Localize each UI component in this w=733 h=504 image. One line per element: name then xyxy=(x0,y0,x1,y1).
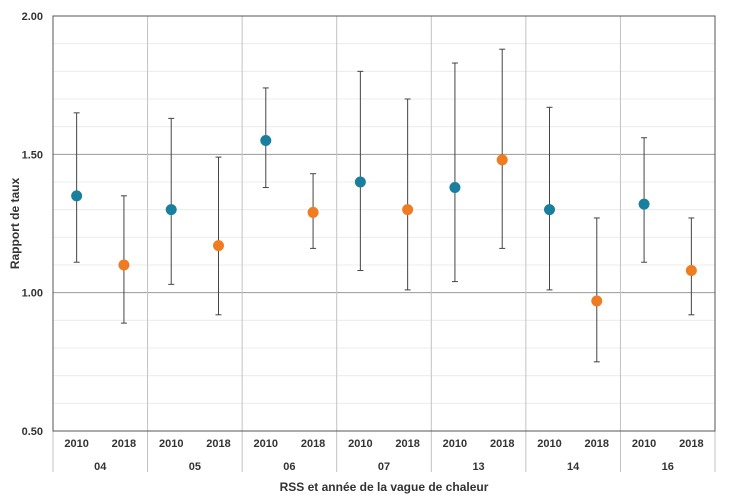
y-tick-label: 1.00 xyxy=(22,288,43,300)
x-year-label: 2010 xyxy=(64,438,88,450)
x-year-label: 2018 xyxy=(585,438,609,450)
data-point-07-2018 xyxy=(402,204,414,216)
x-group-label: 04 xyxy=(94,461,107,473)
group-separators xyxy=(52,16,716,472)
x-year-label: 2010 xyxy=(443,438,467,450)
data-point-16-2018 xyxy=(685,265,697,277)
x-group-label: 14 xyxy=(567,461,580,473)
y-tick-label: 1.50 xyxy=(22,149,43,161)
data-points xyxy=(71,135,697,307)
data-point-05-2010 xyxy=(165,204,177,216)
x-year-label: 2010 xyxy=(159,438,183,450)
plot-area-frame xyxy=(52,15,716,432)
data-point-07-2010 xyxy=(354,176,366,188)
data-point-04-2018 xyxy=(118,259,130,271)
x-year-label: 2010 xyxy=(632,438,656,450)
x-axis-title: RSS et année de la vague de chaleur xyxy=(280,480,489,494)
x-group-label: 06 xyxy=(283,461,295,473)
x-year-label: 2018 xyxy=(206,438,230,450)
error-bars xyxy=(73,48,695,363)
data-point-05-2018 xyxy=(213,240,224,252)
y-tick-label: 0.50 xyxy=(22,426,43,438)
x-year-label: 2010 xyxy=(348,438,372,450)
x-year-label: 2018 xyxy=(301,438,325,450)
data-point-16-2010 xyxy=(638,198,650,210)
y-tick-label: 2.00 xyxy=(22,11,43,23)
data-point-14-2018 xyxy=(591,295,603,307)
data-point-14-2010 xyxy=(544,204,555,216)
x-group-label: 05 xyxy=(189,461,201,473)
x-axis-labels: 2010 2018 04 2010 2018 05 2010 2018 06 2010 2018 07… xyxy=(64,438,703,473)
x-group-label: 13 xyxy=(472,461,484,473)
minor-gridlines xyxy=(53,43,715,404)
x-year-label: 2018 xyxy=(490,438,514,450)
data-point-06-2018 xyxy=(307,206,319,218)
data-point-13-2018 xyxy=(496,154,508,166)
x-year-label: 2018 xyxy=(112,438,136,450)
y-axis-ticks: 0.50 1.00 1.50 2.00 xyxy=(22,11,43,438)
x-year-label: 2010 xyxy=(254,438,278,450)
data-point-06-2010 xyxy=(260,135,272,146)
major-gridlines xyxy=(53,153,715,294)
x-year-label: 2010 xyxy=(537,438,561,450)
x-year-label: 2018 xyxy=(395,438,419,450)
x-group-label: 16 xyxy=(662,461,674,473)
y-axis-title: Rapport de taux xyxy=(8,178,22,270)
data-point-04-2010 xyxy=(71,190,83,202)
x-group-label: 07 xyxy=(378,461,390,473)
x-year-label: 2018 xyxy=(679,438,703,450)
data-point-13-2010 xyxy=(449,182,461,194)
